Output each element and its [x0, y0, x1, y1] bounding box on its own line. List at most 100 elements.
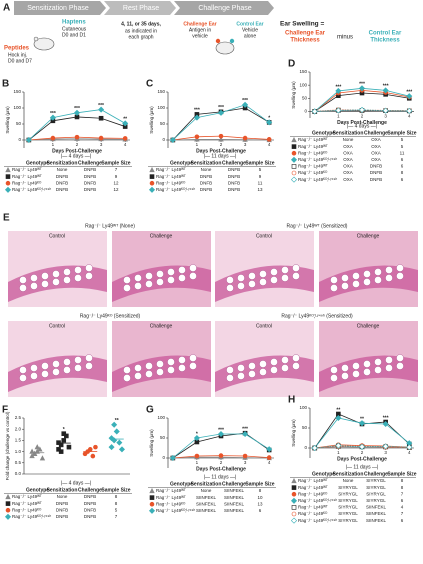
table-cell: 6: [401, 177, 404, 182]
table-cell: 5: [401, 144, 404, 149]
y-tick-label: 150: [13, 89, 21, 94]
table-cell: 9: [259, 174, 262, 179]
significance: ***: [359, 82, 365, 88]
adipocyte: [352, 280, 360, 288]
x-tick-label: 4: [268, 142, 271, 147]
table-cell: 4: [401, 505, 404, 510]
table-cell: 8: [115, 501, 118, 506]
table-cell: DNFB: [228, 174, 240, 179]
legend-label: Rag⁻/⁻ Ly49ᴷᴼ;ᴸʸ⁴⁹ʰ: [298, 518, 337, 523]
data-point: [169, 136, 176, 144]
significance: **: [336, 407, 340, 413]
table-cell: 5: [401, 137, 404, 142]
adipocyte: [330, 284, 338, 292]
adipocyte: [374, 268, 382, 276]
data-point: [335, 414, 342, 422]
phase-label: Rest Phase: [123, 5, 159, 12]
adipocyte: [259, 278, 267, 286]
phase-label: Sensitization Phase: [27, 5, 89, 12]
table-cell: DNFB: [200, 180, 212, 185]
table-cell: DNFB: [56, 507, 68, 512]
x-tick-label: 3: [244, 460, 247, 465]
data-point: [74, 134, 80, 140]
data-point: [98, 115, 104, 121]
data-point: [217, 430, 225, 438]
legend-label: Rag⁻/⁻ Ly49ᵂᵀ: [12, 167, 42, 172]
significance: ***: [383, 415, 389, 421]
y-tick-label: 2.0: [15, 426, 22, 431]
data-point: [193, 114, 200, 121]
panel-letter: D: [288, 59, 295, 70]
table-cell: None: [343, 137, 354, 142]
data-point: [218, 136, 224, 142]
adipocyte: [19, 366, 27, 374]
data-point: [66, 444, 72, 450]
adipocyte: [270, 276, 278, 284]
significance: ***: [194, 108, 200, 114]
challenge-ear-text: Antigen in: [189, 27, 211, 33]
table-header: Genotype: [312, 130, 335, 136]
data-point: [90, 453, 96, 459]
histology-label: Challenge: [150, 323, 173, 329]
legend-marker: [149, 180, 155, 186]
adipocyte: [189, 362, 197, 370]
adipocyte: [259, 270, 267, 278]
peptides-label: Peptides: [4, 46, 30, 52]
y-tick-label: 50: [302, 425, 308, 430]
challenge-ear-text: vehicle: [192, 33, 208, 39]
table-cell: SIYRYGL: [366, 498, 386, 503]
x-tick-label: 4: [124, 142, 127, 147]
table-cell: DNFB: [228, 167, 240, 172]
y-tick-label: 100: [299, 405, 307, 410]
table-cell: SIINFEKL: [366, 505, 387, 510]
data-point: [242, 430, 249, 438]
adipocyte: [237, 274, 245, 282]
adipocyte: [281, 364, 289, 372]
legend-label: Rag⁻/⁻ Ly49ᵂᵀ: [156, 167, 186, 172]
data-point: [116, 439, 123, 446]
legend-label: Rag⁻/⁻ Ly49ᴷᴼ: [156, 501, 186, 506]
table-cell: SIINFEKL: [366, 518, 387, 523]
significance: *: [63, 427, 65, 433]
data-point: [113, 428, 120, 435]
panel-letter: A: [3, 3, 10, 14]
mouse-ear: [229, 38, 235, 44]
adipocyte: [145, 280, 153, 288]
y-tick-label: 0: [162, 137, 165, 142]
rest-text: each graph: [128, 34, 153, 40]
legend-marker: [149, 487, 155, 494]
data-point: [118, 446, 125, 453]
table-header: Challenge: [78, 487, 102, 493]
rest-text: as indicated in: [125, 28, 157, 34]
y-axis-label: Swelling (μm): [291, 81, 296, 109]
table-header: Sample Size: [245, 481, 274, 487]
adipocyte: [259, 360, 267, 368]
data-point: [358, 106, 366, 113]
table-cell: DNFB: [84, 514, 96, 519]
data-point: [266, 455, 272, 460]
legend-marker: [5, 493, 11, 500]
table-cell: SIINFEKL: [196, 508, 217, 513]
adipocyte: [330, 366, 338, 374]
adipocyte: [178, 274, 186, 282]
adipocyte: [237, 282, 245, 290]
adipocyte: [123, 276, 131, 284]
table-cell: DNFB: [56, 174, 68, 179]
legend-marker: [149, 174, 155, 179]
adipocyte: [52, 360, 60, 368]
data-point: [61, 438, 67, 443]
table-header: Sensitization: [333, 471, 364, 477]
table-cell: DNFB: [370, 170, 382, 175]
adipocyte: [134, 372, 142, 380]
data-point: [49, 114, 56, 121]
table-header: Genotype: [170, 160, 193, 166]
legend-label: Rag⁻/⁻ Ly49ᴷᴼ: [298, 511, 328, 516]
x-axis-label: Days Post-Challenge: [52, 148, 102, 154]
x-tick-label: 1: [52, 142, 55, 147]
data-point: [335, 87, 342, 94]
y-axis-label: Swelling (μm): [149, 429, 154, 457]
table-header: Genotype: [170, 481, 193, 487]
table-cell: DNFB: [228, 187, 240, 192]
x-tick-label: 3: [384, 450, 387, 455]
table-cell: 8: [401, 170, 404, 175]
